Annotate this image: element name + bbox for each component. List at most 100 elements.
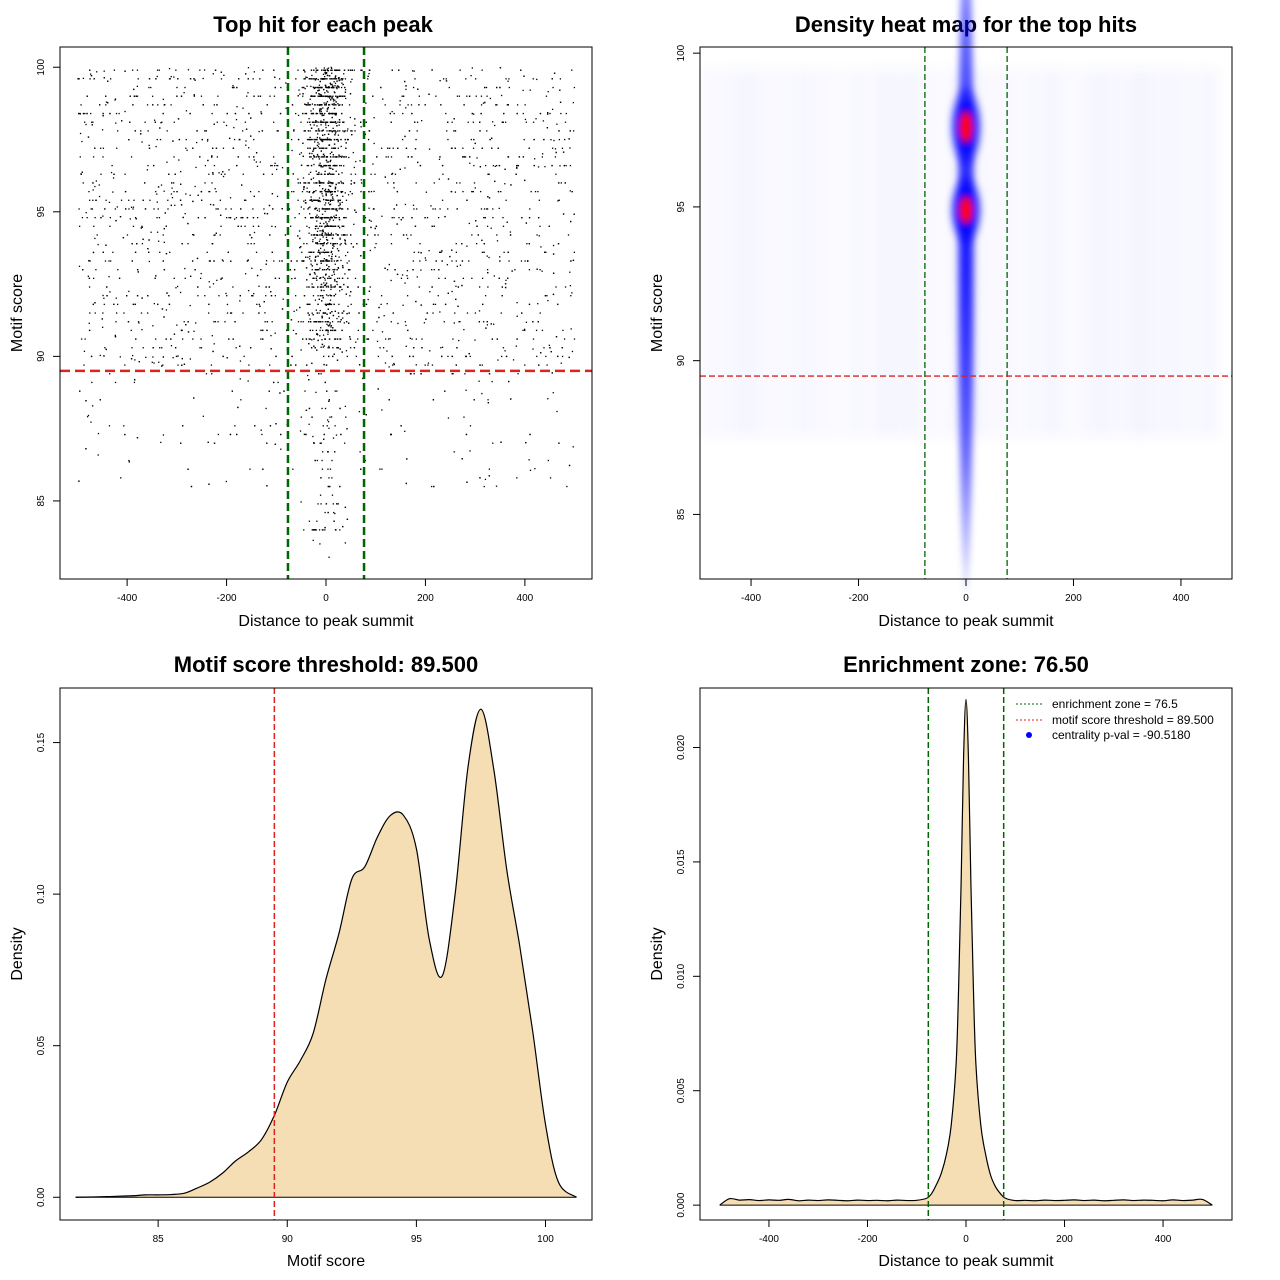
scatter-point <box>420 269 422 271</box>
scatter-point <box>302 260 304 262</box>
scatter-point <box>325 294 328 296</box>
scatter-point <box>569 285 572 287</box>
scatter-point <box>200 95 203 97</box>
scatter-point <box>339 321 341 323</box>
scatter-point <box>276 195 279 198</box>
x-tick-label: 90 <box>282 1234 294 1245</box>
scatter-point <box>361 69 363 71</box>
scatter-point <box>297 199 299 201</box>
scatter-point <box>324 321 327 323</box>
scatter-point <box>263 208 265 210</box>
scatter-point <box>334 147 337 149</box>
scatter-point <box>340 95 342 97</box>
scatter-point <box>233 138 236 141</box>
scatter-point <box>534 190 537 193</box>
scatter-point <box>461 284 463 287</box>
scatter-point <box>323 164 325 167</box>
scatter-point <box>326 223 328 225</box>
x-tick-label: 0 <box>963 593 969 604</box>
scatter-point <box>132 206 135 208</box>
scatter-point <box>506 104 509 106</box>
scatter-point <box>312 177 315 179</box>
scatter-point <box>266 213 269 215</box>
scatter-point <box>314 256 317 258</box>
scatter-point <box>300 121 302 123</box>
scatter-point <box>199 69 201 71</box>
scatter-point <box>327 511 329 514</box>
scatter-point <box>318 529 321 531</box>
scatter-point <box>319 225 321 227</box>
scatter-point <box>125 208 127 210</box>
scatter-point <box>450 147 453 149</box>
scatter-point <box>324 208 326 210</box>
scatter-point <box>170 204 172 207</box>
scatter-point <box>289 225 292 227</box>
scatter-point <box>338 219 341 221</box>
scatter-point <box>438 269 440 271</box>
scatter-point <box>190 485 193 488</box>
scatter-point <box>324 511 326 514</box>
scatter-point <box>348 104 351 106</box>
scatter-point <box>555 151 557 154</box>
scatter-point <box>325 303 327 306</box>
scatter-point <box>485 208 488 210</box>
scatter-point <box>334 278 336 281</box>
scatter-point <box>332 168 334 170</box>
scatter-point <box>103 77 105 79</box>
scatter-point <box>509 231 512 233</box>
scatter-point <box>502 121 504 123</box>
scatter-point <box>128 139 130 141</box>
scatter-point <box>441 199 444 201</box>
scatter-point <box>329 152 332 155</box>
scatter-point <box>202 104 204 106</box>
scatter-point <box>306 104 309 106</box>
scatter-point <box>320 120 322 122</box>
scatter-point <box>541 153 544 155</box>
scatter-point <box>439 156 441 158</box>
scatter-point <box>240 208 242 210</box>
y-tick-label: 0.005 <box>676 1078 687 1103</box>
scatter-point <box>330 242 332 245</box>
scatter-point <box>341 329 343 332</box>
scatter-point <box>328 138 330 141</box>
scatter-point <box>407 156 409 158</box>
scatter-point <box>211 373 213 375</box>
scatter-point <box>424 104 426 106</box>
scatter-point <box>469 162 471 164</box>
scatter-point <box>312 108 314 110</box>
scatter-point <box>108 201 111 204</box>
scatter-point <box>140 312 143 314</box>
scatter-point <box>260 112 263 115</box>
scatter-point <box>372 329 374 332</box>
scatter-point <box>309 78 311 80</box>
scatter-point <box>320 166 322 168</box>
scatter-point <box>430 205 432 207</box>
scatter-point <box>327 321 330 323</box>
scatter-point <box>225 124 228 127</box>
scatter-point <box>324 121 327 123</box>
scatter-point <box>322 321 324 323</box>
scatter-point <box>322 166 324 168</box>
scatter-point <box>333 81 335 83</box>
scatter-point <box>307 130 310 132</box>
scatter-point <box>321 86 323 89</box>
scatter-point <box>373 190 375 193</box>
scatter-point <box>261 433 263 436</box>
scatter-point <box>322 153 325 155</box>
scatter-point <box>382 98 384 100</box>
scatter-point <box>338 156 340 158</box>
scatter-point <box>323 258 325 260</box>
scatter-point <box>112 191 114 193</box>
scatter-point <box>456 208 458 210</box>
scatter-point <box>213 321 215 323</box>
scatter-point <box>320 289 323 291</box>
scatter-point <box>214 188 216 190</box>
scatter-point <box>327 216 329 219</box>
scatter-point <box>344 138 346 141</box>
scatter-point <box>98 184 100 186</box>
scatter-point <box>464 373 466 375</box>
scatter-point <box>465 389 467 391</box>
scatter-point <box>326 390 328 392</box>
scatter-point <box>402 112 404 115</box>
scatter-point <box>274 86 276 89</box>
